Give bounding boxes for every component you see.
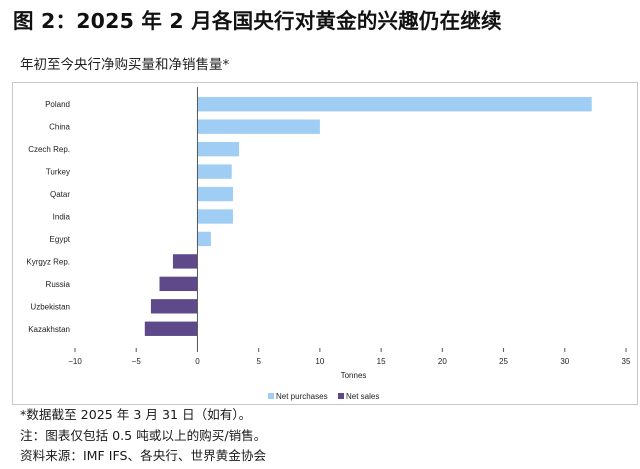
- chart-container: −10 −5 0 5 10 15 20 25 30 35 Poland China Czech Rep…: [12, 82, 638, 405]
- bar-turkey: [197, 164, 232, 179]
- notes: *数据截至 2025 年 3 月 31 日（如有）。 注：图表仅包括 0.5 吨…: [20, 405, 266, 467]
- legend: Net purchases Net sales: [268, 392, 379, 401]
- note-threshold: 注：图表仅包括 0.5 吨或以上的购买/销售。: [20, 427, 267, 443]
- x-tick-label: 10: [315, 357, 324, 366]
- category-label: Qatar: [50, 190, 70, 199]
- note-data-date: *数据截至 2025 年 3 月 31 日（如有）。: [20, 407, 252, 422]
- legend-label: Net purchases: [276, 392, 328, 401]
- category-label: Kyrgyz Rep.: [26, 257, 70, 266]
- category-label: Turkey: [46, 168, 70, 177]
- bar-kazakhstan: [144, 321, 198, 336]
- category-label: China: [49, 123, 70, 132]
- bar-russia: [159, 276, 198, 292]
- bar-qatar: [197, 186, 233, 202]
- x-tick-label: 0: [195, 357, 200, 366]
- legend-swatch: [268, 393, 274, 399]
- x-tick-label: 20: [438, 357, 447, 366]
- bars: [144, 97, 592, 336]
- x-tick-label: 30: [560, 357, 569, 366]
- bar-kyrgyz-rep: [172, 254, 198, 269]
- bar-india: [197, 209, 233, 224]
- x-tick-label: 5: [256, 357, 261, 366]
- bar-poland: [197, 97, 592, 112]
- category-label: Poland: [45, 100, 70, 109]
- x-tick-label: 25: [499, 357, 508, 366]
- legend-swatch: [338, 393, 344, 399]
- x-tick-label: −5: [132, 357, 142, 366]
- category-label: Kazakhstan: [28, 325, 70, 334]
- category-label: Egypt: [50, 235, 71, 244]
- note-source: 资料来源：IMF IFS、各央行、世界黄金协会: [20, 448, 267, 463]
- category-label: Russia: [46, 280, 71, 289]
- bar-czech-rep: [197, 141, 240, 157]
- bar-egypt: [197, 231, 211, 247]
- x-tick-label: 35: [622, 357, 631, 366]
- category-labels: Poland China Czech Rep. Turkey Qatar India Egy…: [26, 100, 70, 334]
- legend-label: Net sales: [346, 392, 379, 401]
- category-label: India: [53, 213, 71, 222]
- bar-chart: −10 −5 0 5 10 15 20 25 30 35 Poland China Czech Rep…: [26, 87, 631, 401]
- figure-subtitle: 年初至今央行净购买量和净销售量*: [20, 57, 230, 73]
- x-axis-label: Tonnes: [341, 371, 367, 380]
- bar-uzbekistan: [150, 299, 198, 314]
- x-axis: −10 −5 0 5 10 15 20 25 30 35: [68, 348, 631, 366]
- figure-title: 图 2：2025 年 2 月各国央行对黄金的兴趣仍在继续: [13, 9, 502, 33]
- category-label: Uzbekistan: [30, 302, 70, 311]
- category-label: Czech Rep.: [28, 145, 70, 154]
- bar-china: [197, 119, 320, 134]
- x-tick-label: 15: [377, 357, 386, 366]
- x-tick-label: −10: [68, 357, 82, 366]
